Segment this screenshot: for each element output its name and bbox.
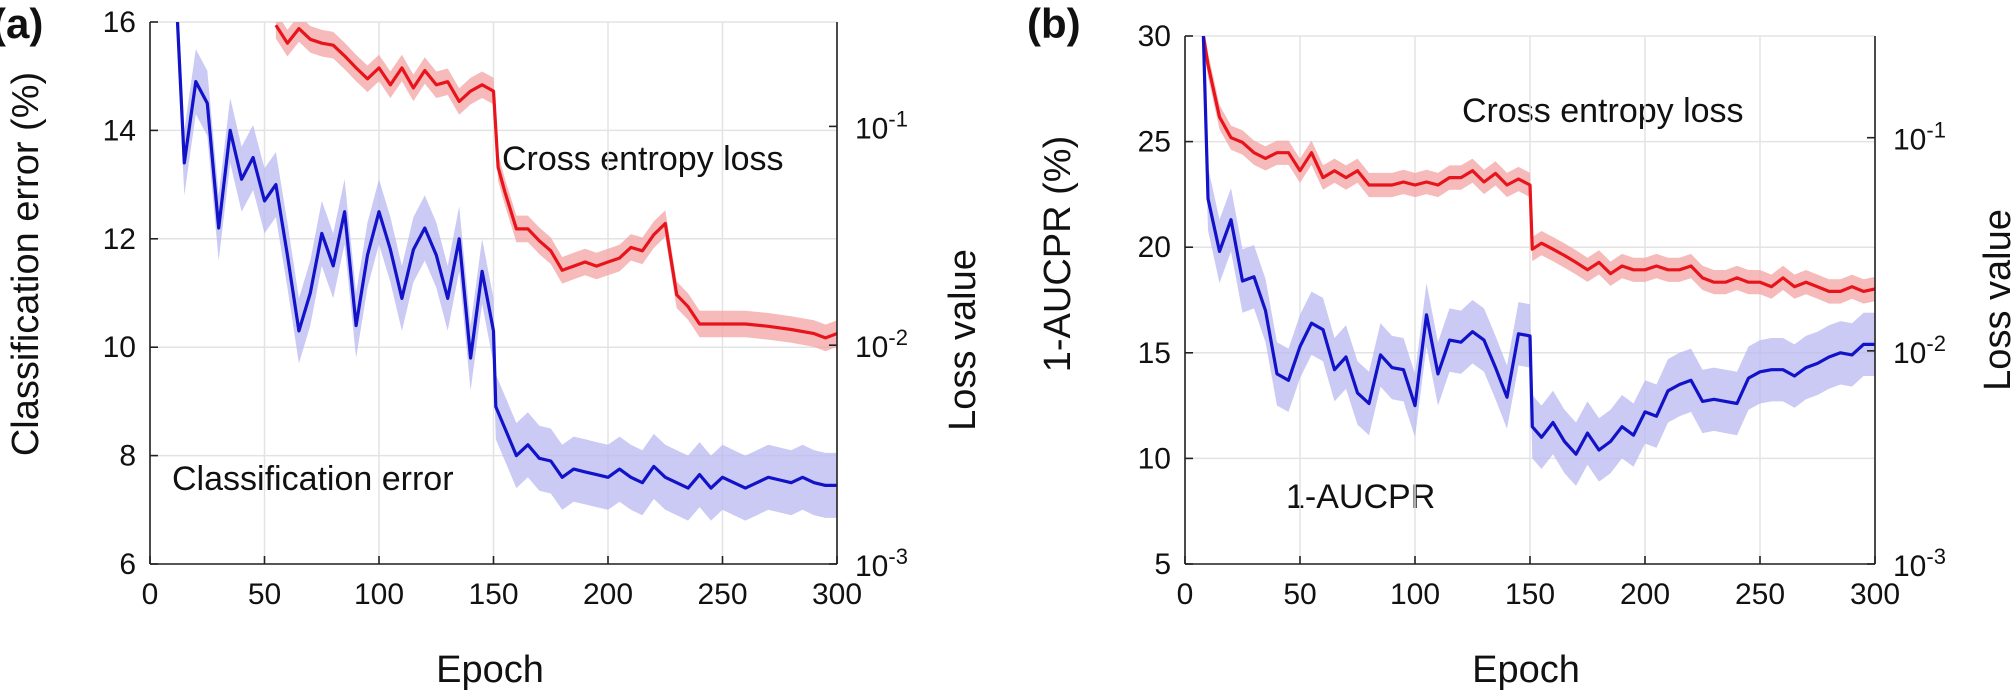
x-tick-label: 0 — [142, 578, 159, 611]
x-tick-label: 250 — [697, 578, 747, 611]
panel-label-a: (a) — [0, 0, 43, 47]
y-tick-label-left: 15 — [1138, 337, 1171, 370]
series-line-loss — [1201, 36, 1875, 293]
y-axis-title-left-a: Classification error (%) — [5, 72, 47, 456]
y-tick-label-left: 25 — [1138, 126, 1171, 159]
annotation-aucpr-b: 1-AUCPR — [1286, 478, 1435, 516]
y-tick-label-left: 30 — [1138, 20, 1171, 53]
y-tick-label-left: 10 — [103, 331, 136, 364]
x-tick-label: 150 — [1505, 578, 1555, 611]
y-tick-label-right: 10-2 — [855, 325, 908, 364]
annotation-cross-entropy-a: Cross entropy loss — [502, 140, 784, 178]
chart-panel-a: (a) Classification error (%) Loss value … — [0, 0, 984, 690]
x-axis-title-b: Epoch — [1472, 649, 1580, 690]
series-line-loss — [274, 24, 837, 340]
series-band-metric — [177, 22, 837, 521]
y-tick-label-left: 10 — [1138, 442, 1171, 475]
y-axis-title-right-b: Loss value — [1977, 209, 2016, 391]
series-band-loss — [275, 22, 837, 352]
y-tick-label-left: 8 — [119, 440, 136, 473]
y-tick-label-left: 12 — [103, 223, 136, 256]
annotation-classification-error-a: Classification error — [172, 460, 454, 498]
x-tick-label: 100 — [1390, 578, 1440, 611]
series-band-metric — [1203, 36, 1875, 486]
x-tick-label: 0 — [1177, 578, 1194, 611]
y-tick-label-left: 16 — [103, 6, 136, 39]
y-tick-label-left: 5 — [1154, 548, 1171, 581]
axes-a: 0 50 100 150 200 250 300 6 8 10 12 14 16 10-3 10-2 10-1 — [103, 6, 908, 611]
x-tick-label: 300 — [1850, 578, 1900, 611]
x-tick-label: 300 — [812, 578, 862, 611]
x-tick-label: 150 — [468, 578, 518, 611]
y-tick-label-left: 14 — [103, 114, 136, 147]
series-line-metric — [175, 22, 837, 490]
panel-label-b: (b) — [1027, 0, 1081, 47]
annotation-cross-entropy-b: Cross entropy loss — [1462, 92, 1744, 130]
y-tick-label-right: 10-3 — [855, 544, 908, 583]
y-axis-title-right-a: Loss value — [942, 249, 984, 431]
y-tick-label-right: 10-3 — [1893, 544, 1946, 583]
x-tick-label: 250 — [1735, 578, 1785, 611]
y-tick-label-right: 10-1 — [1893, 118, 1946, 157]
axes-b: 0 50 100 150 200 250 300 5 10 15 20 25 30 10-3 10-2 10-… — [1138, 20, 1946, 611]
x-tick-label: 200 — [583, 578, 633, 611]
series-line-metric — [1201, 36, 1875, 456]
y-axis-title-left-b: 1-AUCPR (%) — [1037, 136, 1079, 372]
x-tick-label: 100 — [354, 578, 404, 611]
grid-a — [149, 21, 838, 565]
plot-area-b — [1201, 36, 1875, 486]
chart-panel-b: (b) 1-AUCPR (%) Loss value Epoch Cross e… — [1027, 0, 2016, 690]
y-tick-label-right: 10-1 — [855, 106, 908, 145]
series-band-loss — [1203, 36, 1875, 304]
x-axis-title-a: Epoch — [436, 649, 544, 690]
x-tick-label: 200 — [1620, 578, 1670, 611]
x-tick-label: 50 — [248, 578, 281, 611]
plot-area-a — [175, 22, 837, 521]
y-tick-label-left: 20 — [1138, 231, 1171, 264]
y-tick-label-left: 6 — [119, 548, 136, 581]
y-tick-label-right: 10-2 — [1893, 331, 1946, 370]
x-tick-label: 50 — [1283, 578, 1316, 611]
